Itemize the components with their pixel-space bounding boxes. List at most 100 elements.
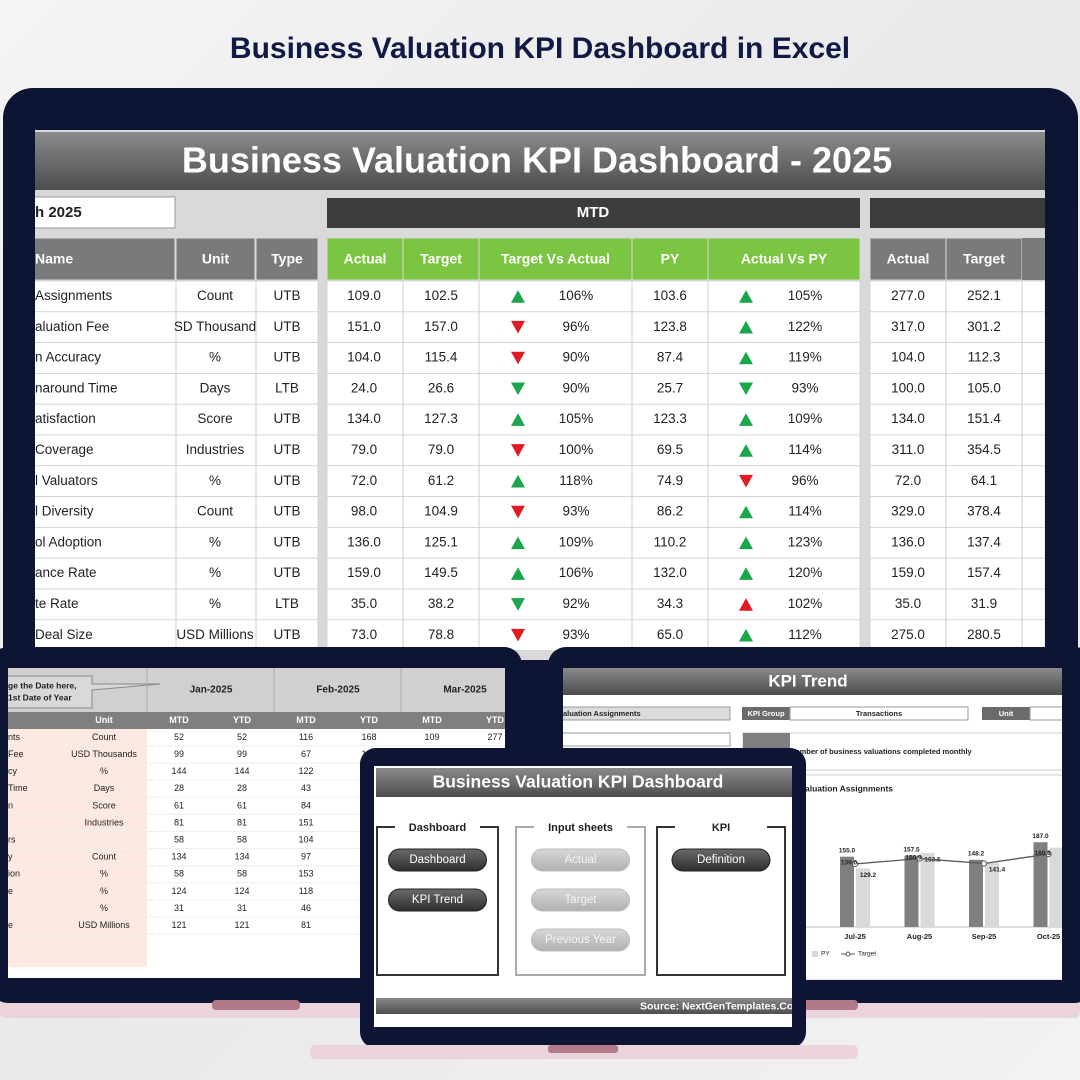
status-arrow [739,351,753,365]
cell-text: 64.1 [971,473,997,488]
nav-button-label[interactable]: Actual [565,854,597,866]
cell-text: 354.5 [967,442,1001,457]
status-arrow [511,505,525,519]
row-bg [326,527,861,559]
cell-text: 125.1 [424,534,458,549]
row-bg [326,280,861,313]
status-arrow [739,382,753,396]
data-label: 139.0 [841,860,858,867]
cell-text: 104.0 [891,350,925,365]
row-bg [869,403,1045,436]
cell-text: Score [92,800,116,810]
row-bg [869,557,1045,590]
cell-text: UTB [274,565,301,580]
nav-button-label[interactable]: Target [565,894,598,906]
cell-text: Count [197,288,233,303]
cell-text: Assignments [35,288,113,303]
cell-text: Coverage [35,442,94,457]
section-title: MTD [577,204,610,221]
row-bg [326,372,861,405]
nav-button[interactable] [531,848,630,872]
row-bg [326,465,861,497]
cell-text: 84 [301,800,311,810]
cell-text: 35.0 [895,596,921,611]
data-label: 150.9 [905,854,922,861]
status-arrow [511,382,525,396]
cell-text: 114% [788,442,822,457]
data-label: 157.5 [903,846,920,853]
data-label: 155.0 [839,847,856,854]
cell-text: 99 [237,749,247,759]
nav-button-label[interactable]: Dashboard [409,854,465,866]
cell-text: l Valuators [35,473,98,488]
cell-text: 112.3 [968,350,1001,365]
nav-button[interactable] [671,848,771,872]
trend-screen: KPI Trend aluation Assignments KPI Group Tr… [563,668,1062,980]
data-label: 141.4 [989,867,1006,874]
cell-text: 104.0 [347,350,381,365]
cell-text: SD Thousand [174,319,256,334]
cell-text: 34.3 [657,596,683,611]
nav-screen: Business Valuation KPI Dashboard Dashboar… [374,766,792,1027]
cell-text: 159.0 [891,565,925,580]
cell-text: Industries [84,817,124,827]
cell-text: 24.0 [351,380,377,395]
nav-button-label[interactable]: Definition [697,854,745,866]
nav-button[interactable] [388,848,487,872]
x-tick-label: Aug-25 [907,932,932,941]
column-header: Target [420,251,462,267]
nav-title: Business Valuation KPI Dashboard [433,772,724,792]
status-arrow [739,290,753,303]
cell-text: 102.5 [424,288,458,303]
nav-button[interactable] [531,888,630,912]
cell-text: naround Time [35,380,118,395]
line-series [854,853,1049,865]
status-arrow [739,505,753,519]
status-arrow [511,628,525,642]
cell-text: cy [8,766,18,776]
header-cell [945,237,1023,281]
status-arrow [511,536,525,550]
bar [969,859,983,927]
nav-button-label[interactable]: Previous Year [545,934,616,946]
nav-button[interactable] [388,888,487,912]
field-label [982,707,1030,720]
cell-text: 92% [562,596,589,611]
cell-text: 153 [298,869,313,879]
column-header: Unit [202,251,230,267]
row-bg [326,557,861,590]
cell-text: 105.0 [967,380,1001,395]
cell-text: 301.2 [967,319,1001,334]
row-bg [869,496,1045,528]
cell-text: 81 [237,817,247,827]
status-arrow [511,351,525,365]
cell-text: 134 [234,852,249,862]
cell-text: e [8,920,13,930]
nav-button[interactable] [531,928,630,952]
status-arrow [511,567,525,580]
bar [840,856,854,927]
column-header: MTD [169,715,189,725]
cell-text: % [100,903,108,913]
cell-text: 93% [562,504,589,519]
title-bar [35,132,1045,190]
cell-text: 69.5 [657,442,683,457]
cell-text: 275.0 [891,627,925,642]
column-header: Actual Vs PY [741,251,828,267]
cell-text: 26.6 [428,380,454,395]
cell-text: 157.0 [424,319,458,334]
cell-text: 136.0 [891,534,925,549]
month-box [35,196,176,229]
cell-text: 31 [237,903,247,913]
name-band [8,729,147,967]
column-header: YTD [486,715,505,725]
cell-text: UTB [274,319,301,334]
cell-text: 144 [171,766,186,776]
kpi-name: aluation Assignments [563,709,641,718]
group-title: Input sheets [548,822,613,834]
cell-text: 96% [791,473,818,488]
cell-text: Days [200,380,231,395]
nav-button-label[interactable]: KPI Trend [412,894,463,906]
cell-text: 98.0 [351,504,377,519]
